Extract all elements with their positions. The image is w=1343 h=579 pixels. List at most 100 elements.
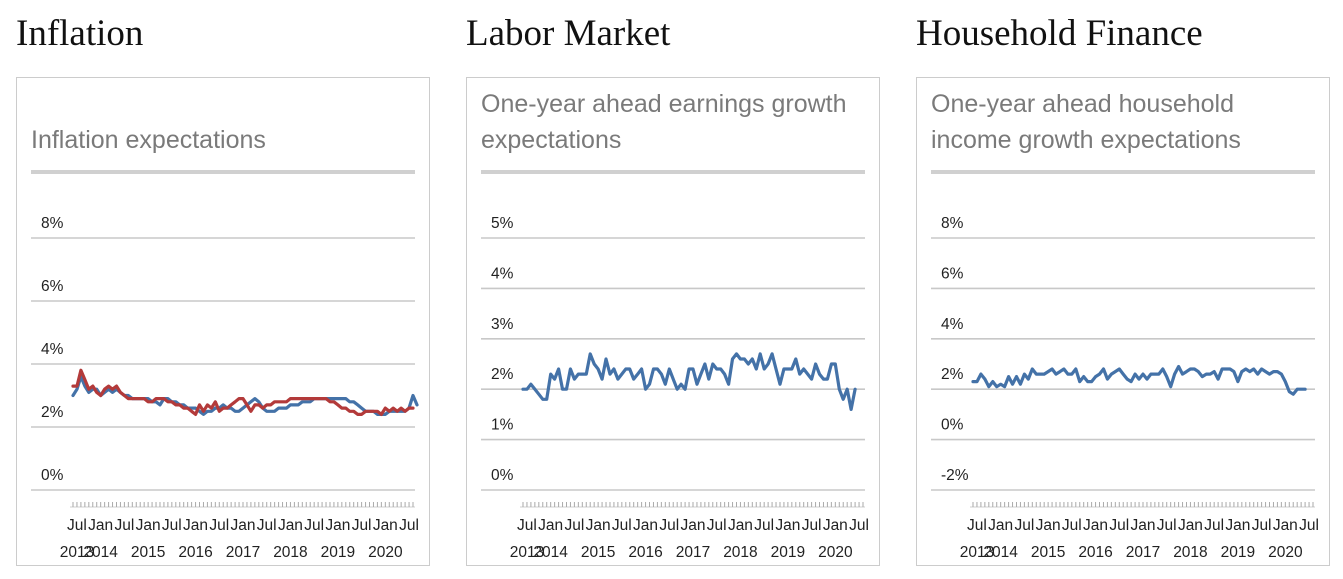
x-year-label: 2014 <box>983 544 1018 561</box>
x-month-label: Jan <box>728 517 753 534</box>
chart-card-labor-market: One-year ahead earnings growth expectati… <box>466 77 880 566</box>
x-month-label: Jan <box>775 517 800 534</box>
x-month-label: Jan <box>633 517 658 534</box>
series-line <box>971 364 1307 396</box>
chart-title: One-year ahead earnings growth expectati… <box>481 90 847 154</box>
x-month-label: Jan <box>1178 517 1203 534</box>
x-year-label: 2018 <box>723 544 757 561</box>
x-month-label: Jul <box>849 517 869 534</box>
inflation-expectations-chart: 0%2%4%6%8%Jul Jan Jul Jan Jul Jan Jul Jan Jul Jan… <box>31 215 419 561</box>
x-month-label: Jan <box>231 517 256 534</box>
y-tick-label: 8% <box>41 215 64 232</box>
chart-title: Inflation expectations <box>31 126 266 154</box>
x-month-label: Jan <box>88 517 113 534</box>
x-year-label: 2018 <box>1173 544 1207 561</box>
x-month-label: Jul <box>352 517 372 534</box>
x-year-label: 2013 <box>60 544 94 561</box>
x-year-label: 2018 <box>273 544 307 561</box>
x-year-label: 2016 <box>1078 544 1112 561</box>
chart-title: One-year ahead household income growth e… <box>931 90 1241 154</box>
x-month-label: Jul <box>967 517 987 534</box>
section-title-labor-market: Labor Market <box>466 13 671 54</box>
y-tick-label: 8% <box>941 215 964 232</box>
y-tick-label: 6% <box>41 278 64 295</box>
series-line <box>71 368 415 416</box>
x-month-label: Jan <box>586 517 611 534</box>
x-month-label: Jul <box>67 517 87 534</box>
x-month-label: Jul <box>1014 517 1034 534</box>
x-month-label: Jul <box>209 517 229 534</box>
series-line <box>521 352 857 411</box>
x-year-label: 2014 <box>83 544 118 561</box>
y-tick-label: 4% <box>491 265 514 282</box>
x-month-label: Jul <box>1204 517 1224 534</box>
title-divider <box>31 170 415 174</box>
x-year-label: 2020 <box>1268 544 1303 561</box>
x-month-label: Jul <box>162 517 182 534</box>
x-year-label: 2016 <box>628 544 662 561</box>
y-tick-label: 4% <box>941 316 964 333</box>
y-tick-label: 2% <box>41 404 64 421</box>
x-month-label: Jul <box>114 517 134 534</box>
x-year-label: 2020 <box>368 544 403 561</box>
y-tick-label: 2% <box>941 366 964 383</box>
earnings-growth-expectations-chart: 0%1%2%3%4%5%Jul Jan Jul Jan Jul Jan Jul Jan Jul J… <box>481 215 869 561</box>
x-month-label: Jan <box>136 517 161 534</box>
x-month-label: Jul <box>564 517 584 534</box>
y-tick-label: -2% <box>941 467 969 484</box>
x-month-label: Jan <box>1036 517 1061 534</box>
x-year-label: 2013 <box>510 544 544 561</box>
x-year-label: 2014 <box>533 544 568 561</box>
x-month-label: Jan <box>1083 517 1108 534</box>
x-year-label: 2017 <box>1126 544 1160 561</box>
y-tick-label: 3% <box>491 316 514 333</box>
household-income-growth-expectations-chart: -2%0%2%4%6%8%Jul Jan Jul Jan Jul Jan Jul Jan Jul… <box>931 215 1319 561</box>
x-month-label: Jul <box>1062 517 1082 534</box>
x-year-label: 2015 <box>131 544 165 561</box>
x-month-label: Jan <box>681 517 706 534</box>
y-tick-label: 0% <box>491 467 514 484</box>
x-month-label: Jan <box>278 517 303 534</box>
x-year-label: 2015 <box>1031 544 1065 561</box>
x-month-label: Jul <box>707 517 727 534</box>
section-title-household-finance: Household Finance <box>916 13 1203 54</box>
x-month-label: Jan <box>183 517 208 534</box>
x-month-label: Jul <box>754 517 774 534</box>
x-year-label: 2017 <box>676 544 710 561</box>
x-month-label: Jul <box>304 517 324 534</box>
y-tick-label: 5% <box>491 215 514 232</box>
x-month-label: Jan <box>373 517 398 534</box>
chart-card-inflation: Inflation expectations 0% 2% 4% 6% 8% Jul Jan J… <box>16 77 430 566</box>
x-year-label: 2015 <box>581 544 615 561</box>
y-tick-label: 2% <box>491 366 514 383</box>
x-month-label: Jul <box>517 517 537 534</box>
y-tick-label: 6% <box>941 265 964 282</box>
y-tick-label: 0% <box>41 467 64 484</box>
x-year-label: 2020 <box>818 544 853 561</box>
x-month-label: Jul <box>802 517 822 534</box>
x-year-label: 2019 <box>771 544 805 561</box>
x-month-label: Jul <box>1157 517 1177 534</box>
x-year-label: 2013 <box>960 544 994 561</box>
x-month-label: Jul <box>257 517 277 534</box>
x-month-label: Jan <box>988 517 1013 534</box>
x-month-label: Jul <box>399 517 419 534</box>
title-divider <box>481 170 865 174</box>
x-year-label: 2019 <box>321 544 355 561</box>
x-month-label: Jan <box>823 517 848 534</box>
chart-card-household-finance: One-year ahead household income growth e… <box>916 77 1330 566</box>
y-tick-label: 0% <box>941 417 964 434</box>
x-month-label: Jan <box>1273 517 1298 534</box>
x-month-label: Jan <box>325 517 350 534</box>
x-month-label: Jul <box>1299 517 1319 534</box>
x-month-label: Jul <box>612 517 632 534</box>
x-year-label: 2017 <box>226 544 260 561</box>
x-month-label: Jan <box>1131 517 1156 534</box>
x-year-label: 2019 <box>1221 544 1255 561</box>
x-year-label: 2016 <box>178 544 212 561</box>
x-month-label: Jul <box>1252 517 1272 534</box>
x-month-label: Jan <box>1225 517 1250 534</box>
title-divider <box>931 170 1315 174</box>
y-tick-label: 1% <box>491 417 514 434</box>
x-month-label: Jan <box>538 517 563 534</box>
